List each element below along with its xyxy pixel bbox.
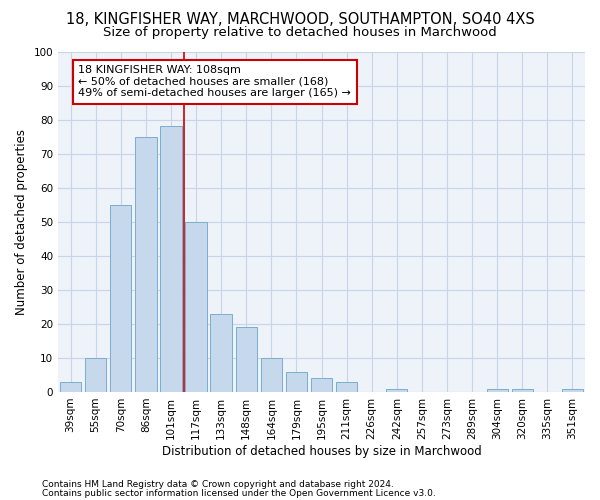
Bar <box>60 382 81 392</box>
Text: Contains HM Land Registry data © Crown copyright and database right 2024.: Contains HM Land Registry data © Crown c… <box>42 480 394 489</box>
Bar <box>311 378 332 392</box>
Bar <box>336 382 357 392</box>
Bar <box>135 136 157 392</box>
Y-axis label: Number of detached properties: Number of detached properties <box>15 128 28 314</box>
Bar <box>512 388 533 392</box>
Bar <box>160 126 182 392</box>
Text: Size of property relative to detached houses in Marchwood: Size of property relative to detached ho… <box>103 26 497 39</box>
Text: 18 KINGFISHER WAY: 108sqm
← 50% of detached houses are smaller (168)
49% of semi: 18 KINGFISHER WAY: 108sqm ← 50% of detac… <box>78 65 351 98</box>
Bar <box>110 204 131 392</box>
Bar <box>260 358 282 392</box>
X-axis label: Distribution of detached houses by size in Marchwood: Distribution of detached houses by size … <box>161 444 481 458</box>
Bar <box>185 222 207 392</box>
Text: Contains public sector information licensed under the Open Government Licence v3: Contains public sector information licen… <box>42 489 436 498</box>
Text: 18, KINGFISHER WAY, MARCHWOOD, SOUTHAMPTON, SO40 4XS: 18, KINGFISHER WAY, MARCHWOOD, SOUTHAMPT… <box>65 12 535 28</box>
Bar <box>211 314 232 392</box>
Bar <box>286 372 307 392</box>
Bar <box>487 388 508 392</box>
Bar <box>386 388 407 392</box>
Bar <box>562 388 583 392</box>
Bar <box>236 328 257 392</box>
Bar <box>85 358 106 392</box>
